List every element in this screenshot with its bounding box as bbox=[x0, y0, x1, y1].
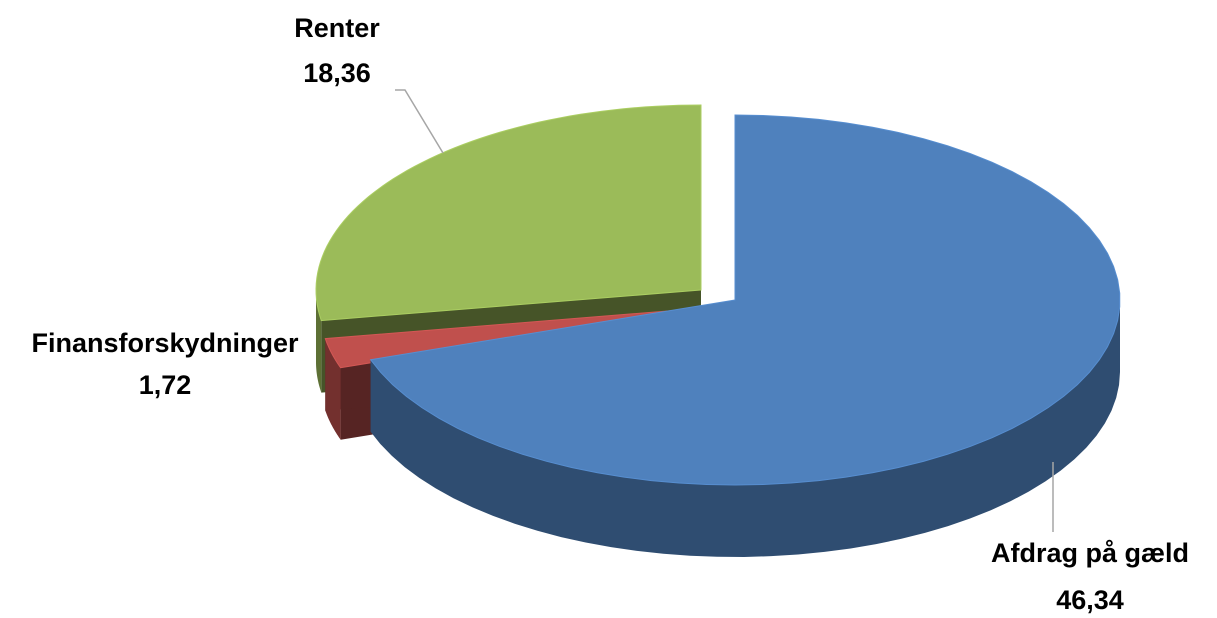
leader-line bbox=[395, 89, 444, 154]
slice-label: Finansforskydninger bbox=[31, 328, 299, 358]
value-label: 46,34 bbox=[1056, 585, 1124, 615]
value-label: 1,72 bbox=[139, 370, 192, 400]
slice-side bbox=[325, 338, 341, 440]
slice-side bbox=[370, 300, 1120, 557]
slice-label: Afdrag på gæld bbox=[991, 538, 1189, 568]
pie bbox=[315, 104, 1121, 557]
slice bbox=[315, 104, 702, 322]
slice-label: Renter bbox=[294, 13, 380, 43]
value-label: 18,36 bbox=[303, 58, 371, 88]
slice bbox=[369, 114, 1121, 486]
slice-side bbox=[316, 290, 322, 393]
